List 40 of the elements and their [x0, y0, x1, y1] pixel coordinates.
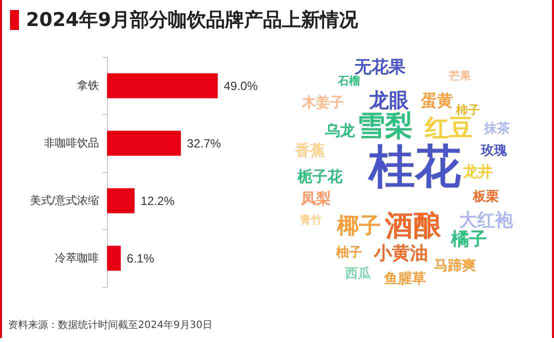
text: 马蹄爽 — [434, 258, 476, 274]
data-label: 6.1% — [126, 251, 154, 266]
text: 雪梨 — [357, 109, 413, 142]
text: 栀子花 — [298, 168, 342, 186]
text: 鱼腥草 — [384, 271, 426, 287]
text: 木姜子 — [302, 95, 344, 111]
chart-title: 2024年9月部分咖饮品牌产品上新情况 — [26, 8, 358, 33]
text: 乌龙 — [325, 122, 355, 140]
text: 凤梨 — [301, 190, 331, 208]
text: 芒果 — [449, 70, 471, 82]
bar — [107, 188, 135, 214]
text: 抹茶 — [484, 122, 510, 136]
data-label: 32.7% — [186, 136, 222, 150]
text: 蛋黄 — [421, 91, 453, 110]
text: 柚子 — [336, 246, 362, 260]
text: 资料来源：数据统计时间截至2024年9月30日 — [8, 318, 213, 332]
text: 大红袍 — [459, 210, 513, 231]
bar — [107, 73, 218, 98]
data-label: 49.0% — [224, 78, 258, 93]
text: 青竹 — [300, 214, 322, 226]
text: 橘子 — [451, 229, 487, 250]
text: 柿子 — [456, 103, 480, 117]
bar — [107, 130, 181, 156]
y-tick-label: 冷萃咖啡 — [55, 251, 99, 264]
data-label: 12.2% — [140, 194, 175, 208]
bar — [107, 246, 121, 271]
text: 酒酿 — [385, 209, 441, 242]
y-tick-label: 非咖啡饮品 — [44, 136, 99, 150]
text: 桂花 — [369, 139, 461, 193]
text: 龙眼 — [369, 88, 409, 112]
y-tick-label: 美式/意式浓缩 — [30, 194, 99, 207]
text: 玫瑰 — [481, 144, 507, 158]
text: 石榴 — [338, 74, 360, 88]
text: 香蕉 — [295, 142, 325, 160]
text: 龙井 — [463, 162, 493, 180]
text: 小黄油 — [374, 243, 428, 264]
text: 板栗 — [473, 190, 499, 204]
text: 椰子 — [337, 214, 381, 239]
text: 西瓜 — [345, 266, 371, 282]
y-tick-label: 拿铁 — [77, 78, 99, 92]
